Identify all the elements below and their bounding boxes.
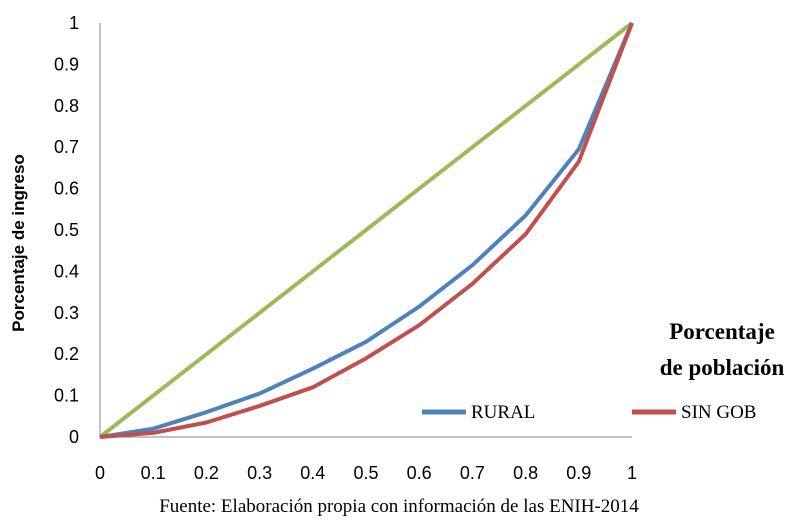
legend: RURAL SIN GOB — [422, 402, 756, 423]
series-lines — [98, 21, 634, 439]
y-axis-ticks: 0 0.1 0.2 0.3 0.4 0.5 0.6 0.7 0.8 0.9 1 — [54, 13, 79, 447]
x-tick-label: 0.1 — [141, 463, 166, 483]
y-tick-label: 0.4 — [54, 261, 79, 281]
y-tick-label: 0.8 — [54, 96, 79, 116]
series-line-equality — [98, 21, 634, 439]
x-tick-label: 0.2 — [194, 463, 219, 483]
x-tick-label: 0.4 — [300, 463, 325, 483]
y-tick-label: 1 — [69, 13, 79, 33]
y-tick-label: 0 — [69, 427, 79, 447]
y-tick-label: 0.5 — [54, 220, 79, 240]
y-tick-label: 0.6 — [54, 179, 79, 199]
x-tick-label: 0 — [95, 463, 105, 483]
series-line-sin-gob — [99, 22, 634, 439]
legend-label-sin-gob: SIN GOB — [681, 402, 756, 423]
series-line-rural — [99, 22, 634, 439]
source-note: Fuente: Elaboración propia con informaci… — [159, 496, 639, 517]
y-tick-label: 0.9 — [54, 54, 79, 74]
x-tick-label: 1 — [627, 463, 637, 483]
legend-label-rural: RURAL — [471, 402, 535, 423]
x-axis-label-line2: de población — [660, 355, 785, 380]
x-tick-label: 0.8 — [513, 463, 538, 483]
x-tick-label: 0.9 — [566, 463, 591, 483]
x-tick-label: 0.6 — [407, 463, 432, 483]
x-tick-label: 0.5 — [353, 463, 378, 483]
x-axis-label-line1: Porcentaje — [669, 319, 775, 344]
y-tick-label: 0.7 — [54, 137, 79, 157]
x-tick-label: 0.7 — [460, 463, 485, 483]
x-axis-ticks: 0 0.1 0.2 0.3 0.4 0.5 0.6 0.7 0.8 0.9 1 — [95, 463, 637, 483]
y-tick-label: 0.1 — [54, 386, 79, 406]
y-axis-label: Porcentaje de ingreso — [9, 154, 28, 332]
x-tick-label: 0.3 — [247, 463, 272, 483]
y-tick-label: 0.3 — [54, 303, 79, 323]
y-tick-label: 0.2 — [54, 344, 79, 364]
